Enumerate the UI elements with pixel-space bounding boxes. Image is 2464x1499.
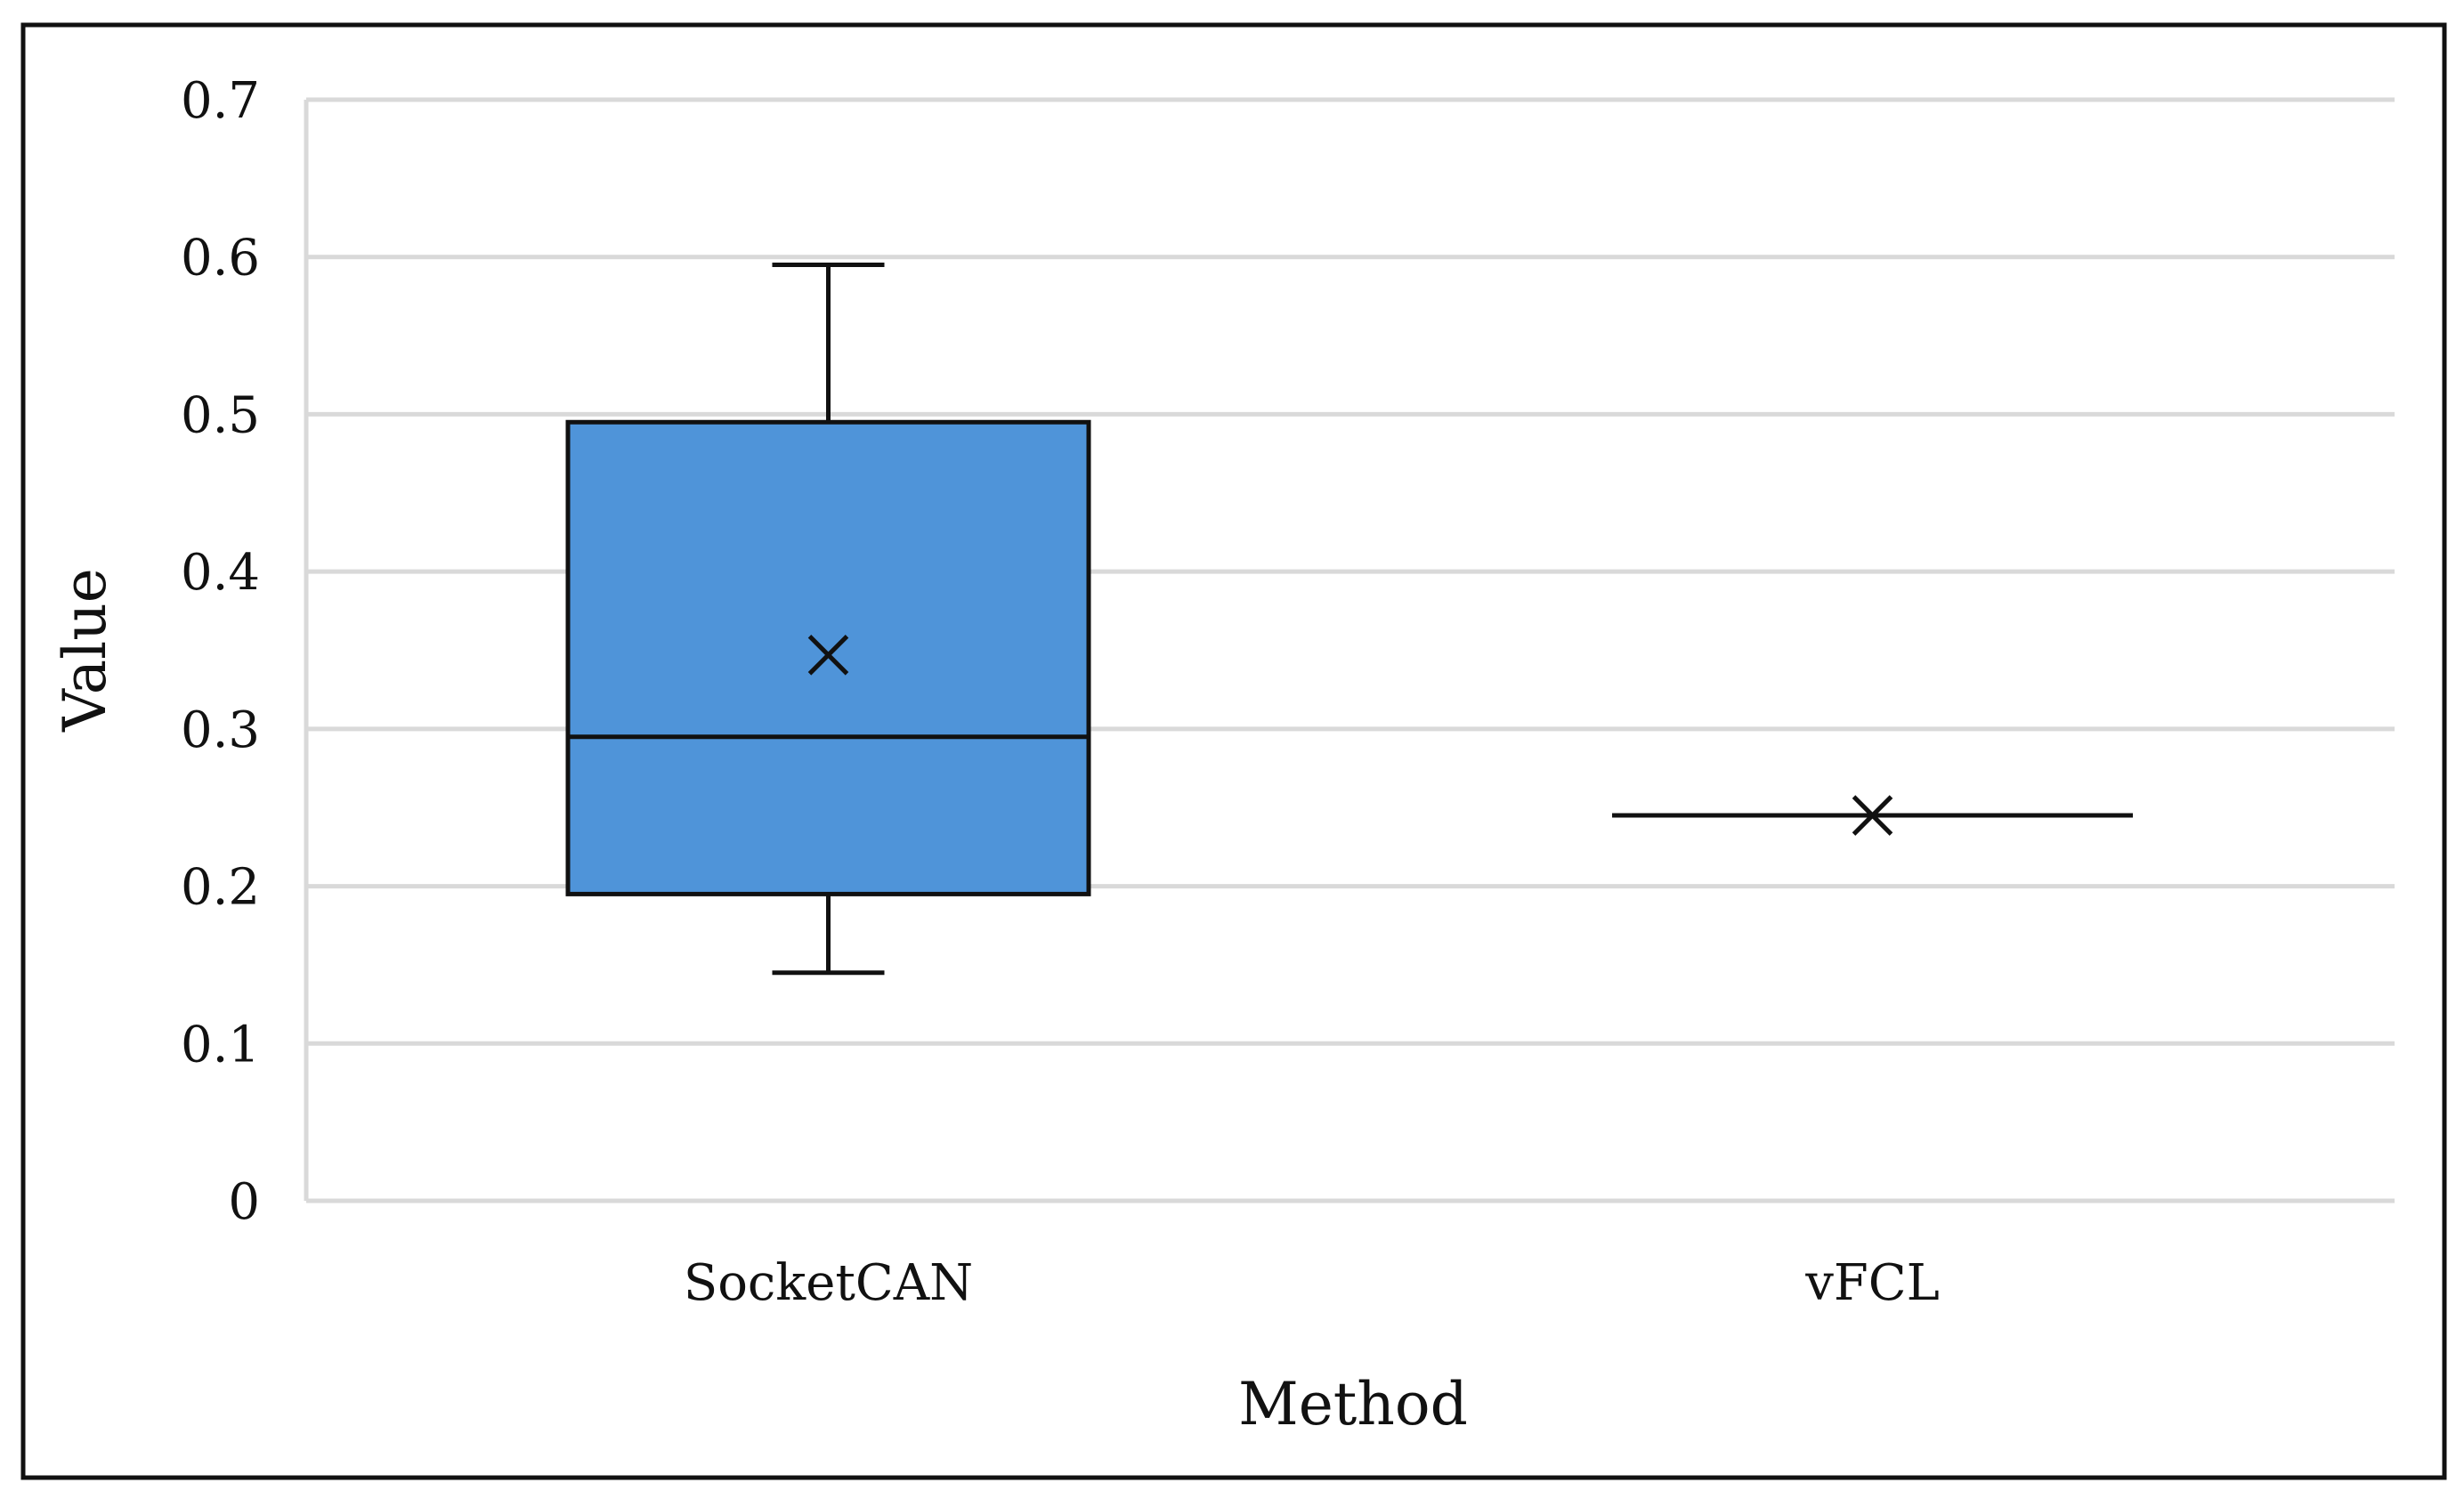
mean-marker <box>1852 795 1893 836</box>
chart-frame <box>20 22 2447 1480</box>
y-tick-label: 0.3 <box>181 701 260 759</box>
mean-marker <box>807 635 849 676</box>
box-plot-series <box>565 263 2133 976</box>
y-axis-tick-labels: 0 0.1 0.2 0.3 0.4 0.5 0.6 0.7 <box>181 72 260 1231</box>
y-tick-label: 0.6 <box>181 230 260 288</box>
x-axis-title: Method <box>1238 1370 1468 1438</box>
y-tick-label: 0.2 <box>181 859 260 917</box>
y-tick-label: 0.5 <box>181 386 260 444</box>
x-axis-tick-labels: SocketCAN vFCL <box>684 1254 1940 1312</box>
box-plot-group <box>565 263 1091 976</box>
y-tick-label: 0 <box>228 1173 260 1231</box>
y-tick-label: 0.1 <box>181 1016 260 1074</box>
x-tick-label: vFCL <box>1804 1254 1940 1312</box>
y-tick-label: 0.7 <box>181 72 260 130</box>
y-tick-label: 0.4 <box>181 544 260 602</box>
x-tick-label: SocketCAN <box>684 1254 973 1312</box>
y-axis-title: Value <box>51 568 119 733</box>
box-plot-group <box>1612 795 2133 836</box>
